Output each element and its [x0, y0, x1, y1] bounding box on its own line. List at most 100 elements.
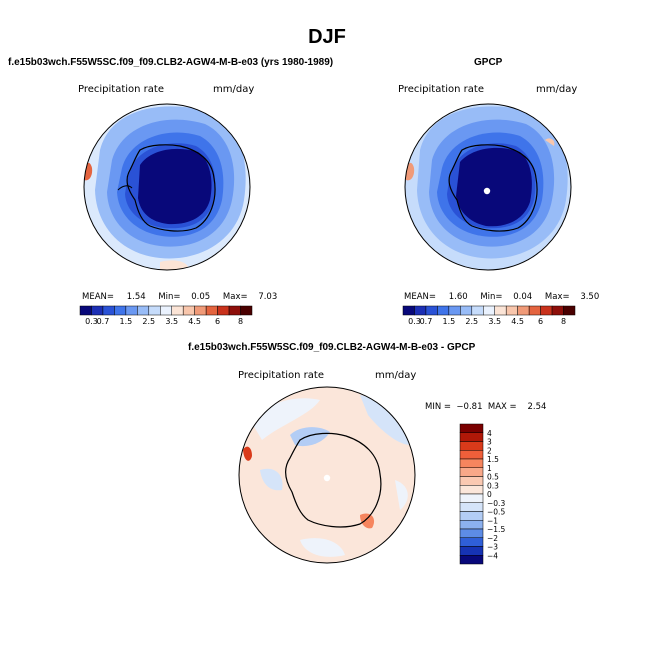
panel-title-diff: f.e15b03wch.F55W5SC.f09_f09.CLB2-AGW4-M-…: [188, 342, 476, 353]
min-label: Min=: [480, 292, 503, 302]
colorbar-tick-label: −0.5: [487, 508, 505, 517]
colorbar-swatch: [460, 305, 473, 316]
colorbar-tick-label: 3.5: [165, 317, 178, 326]
colorbar-swatch: [171, 305, 184, 316]
colorbar-swatch: [459, 537, 484, 547]
colorbar-swatch: [459, 432, 484, 442]
stats-diff: MIN = −0.81 MAX = 2.54: [425, 402, 547, 412]
colorbar-swatch: [459, 467, 484, 477]
colorbar-swatch: [91, 305, 104, 316]
colorbar-tick-label: 2: [487, 446, 492, 455]
mean-label: MEAN=: [404, 292, 436, 302]
colorbar-swatch: [494, 305, 507, 316]
colorbar-swatch: [114, 305, 127, 316]
colorbar-swatch: [459, 458, 484, 468]
map-obs: [405, 104, 571, 270]
colorbar-tick-label: 1.5: [442, 317, 455, 326]
colorbar-swatch: [228, 305, 241, 316]
colorbar-tick-label: 8: [238, 317, 243, 326]
colorbar-swatch: [471, 305, 484, 316]
colorbar-swatch: [459, 450, 484, 460]
colorbar-swatch: [459, 528, 484, 538]
colorbar-tick-label: 3: [487, 438, 492, 447]
max-value: 3.50: [580, 292, 600, 302]
colorbar-tick-label: 2.5: [142, 317, 155, 326]
max-label: Max=: [222, 292, 248, 302]
colorbar-swatch: [205, 305, 218, 316]
colorbar-swatch: [551, 305, 564, 316]
variable-label-diff: Precipitation rate: [238, 370, 324, 381]
map-diff: [239, 387, 415, 563]
colorbar-tick-label: 1: [487, 464, 492, 473]
pole-hole-marker: [323, 474, 331, 482]
colorbar-swatch: [448, 305, 461, 316]
colorbar-tick-label: 6: [215, 317, 220, 326]
min-value: 0.04: [513, 292, 533, 302]
map-border-obs: [404, 103, 572, 271]
units-label-model: mm/day: [213, 84, 255, 95]
colorbar-tick-label: −2: [487, 534, 498, 543]
mean-value: 1.60: [448, 292, 468, 302]
colorbar-tick-label: 1.5: [487, 455, 499, 464]
colorbar-swatch: [160, 305, 172, 316]
colorbar-tick-label: −1.5: [487, 525, 505, 534]
colorbar-tick-label: −0.3: [487, 499, 505, 508]
colorbar-swatch: [505, 305, 518, 316]
colorbar-tick-label: 0: [487, 490, 492, 499]
colorbar-swatch: [540, 305, 553, 316]
map-border-model: [83, 103, 251, 271]
colorbar-swatch: [79, 305, 92, 316]
map-border-diff: [238, 386, 416, 564]
stats-model: MEAN= 1.54 Min= 0.05 Max= 7.03: [82, 292, 277, 302]
colorbar-swatch: [483, 305, 495, 316]
colorbar-swatch: [459, 485, 484, 495]
panel-title-model: f.e15b03wch.F55W5SC.f09_f09.CLB2-AGW4-M-…: [8, 57, 334, 68]
colorbar-obs: 0.30.7 1.5 2.5 3.5 4.5 6 8: [402, 305, 576, 326]
colorbar-swatch: [459, 555, 484, 565]
colorbar-tick-label: 6: [538, 317, 543, 326]
stats-obs: MEAN= 1.60 Min= 0.04 Max= 3.50: [404, 292, 599, 302]
colorbar-tick-label: 0.3: [408, 317, 421, 326]
colorbar-swatch: [459, 423, 484, 433]
colorbar-swatch: [217, 305, 230, 316]
min-label: Min=: [158, 292, 181, 302]
mean-label: MEAN=: [82, 292, 114, 302]
colorbar-swatch: [459, 546, 484, 556]
colorbar-swatch: [459, 511, 484, 521]
colorbar-tick-label: 4.5: [188, 317, 201, 326]
colorbar-tick-label: −3: [487, 543, 498, 552]
colorbar-swatch: [425, 305, 438, 316]
colorbar-swatch: [459, 476, 484, 486]
colorbar-swatch: [459, 441, 484, 451]
pole-hole-marker: [483, 187, 491, 195]
min-value: 0.05: [191, 292, 211, 302]
figure-title: DJF: [308, 26, 346, 48]
colorbar-tick-label: 1.5: [119, 317, 132, 326]
colorbar-swatch: [240, 305, 253, 316]
colorbar-swatch: [182, 305, 195, 316]
colorbar-model: 0.30.7 1.5 2.5 3.5 4.5 6 8: [79, 305, 253, 326]
colorbar-swatch: [437, 305, 450, 316]
variable-label-model: Precipitation rate: [78, 84, 164, 95]
variable-label-obs: Precipitation rate: [398, 84, 484, 95]
colorbar-swatch: [459, 520, 484, 530]
colorbar-swatch: [459, 493, 484, 503]
panel-title-obs: GPCP: [474, 57, 503, 68]
colorbar-swatch: [137, 305, 150, 316]
colorbar-swatch: [102, 305, 115, 316]
colorbar-swatch: [528, 305, 541, 316]
colorbar-tick-label: 2.5: [465, 317, 478, 326]
colorbar-swatch: [414, 305, 427, 316]
colorbar-tick-label: 4: [487, 429, 492, 438]
max-value: 7.03: [258, 292, 278, 302]
colorbar-swatch: [194, 305, 207, 316]
colorbar-swatch: [402, 305, 415, 316]
colorbar-tick-label: 0.7: [420, 317, 433, 326]
colorbar-swatch: [148, 305, 161, 316]
colorbar-swatch: [563, 305, 576, 316]
map-model: [84, 104, 250, 270]
colorbar-swatch: [517, 305, 530, 316]
colorbar-tick-label: 3.5: [488, 317, 501, 326]
